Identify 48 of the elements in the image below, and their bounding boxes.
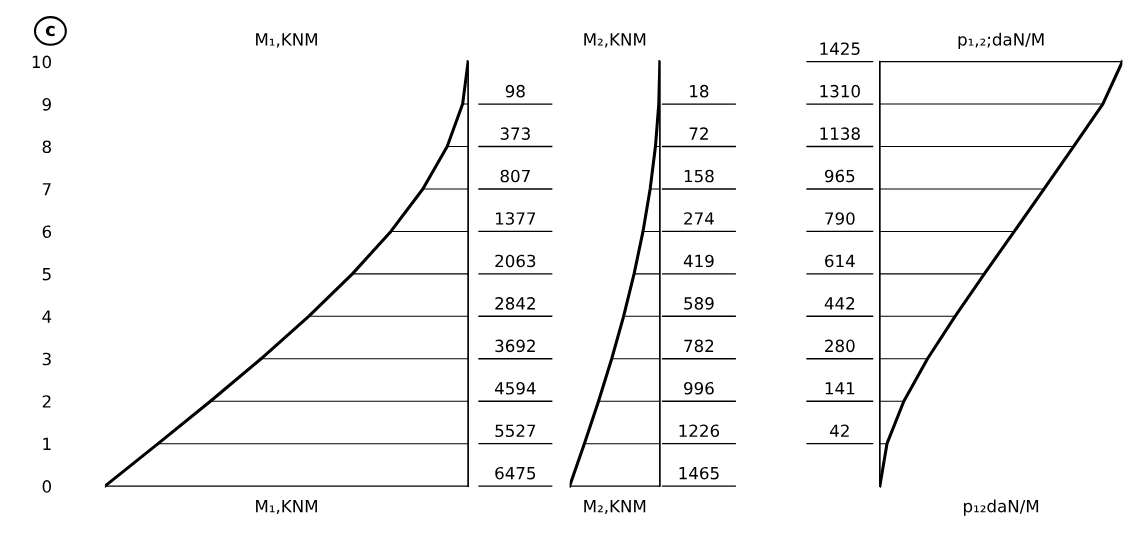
data-label: 1465	[679, 466, 719, 480]
x-axis-title: M₂,KNM	[584, 500, 646, 515]
data-label: 614	[825, 254, 855, 268]
y-tick-label: 8	[42, 140, 51, 154]
y-tick-label: 3	[42, 352, 51, 366]
data-label: 1138	[820, 127, 860, 140]
data-label: 274	[684, 212, 714, 225]
x-axis-title: M₁,KNM	[256, 500, 317, 515]
data-label: 1226	[679, 424, 720, 438]
y-tick-label: 7	[42, 183, 51, 196]
y-tick-label: 4	[42, 310, 52, 323]
x-axis-title: p₁₂daN/M	[964, 499, 1039, 516]
data-label: 965	[824, 169, 855, 183]
data-label: 1310	[820, 84, 860, 98]
y-tick-label: 5	[42, 268, 51, 281]
data-label: 5527	[495, 424, 536, 438]
data-label: 373	[500, 127, 530, 140]
y-tick-label: 10	[32, 55, 52, 69]
data-label: 72	[689, 127, 708, 140]
data-label: 18	[690, 84, 709, 98]
data-label: 4594	[494, 381, 536, 395]
data-label: 141	[825, 382, 855, 395]
chart-title: p₁,₂;daN/M	[958, 32, 1044, 49]
data-label: 98	[505, 84, 525, 98]
y-tick-label: 0	[42, 480, 52, 493]
data-label: 3692	[495, 339, 535, 353]
data-label: 2063	[495, 254, 536, 268]
text: c	[45, 25, 55, 37]
y-tick-label: 2	[42, 395, 51, 408]
data-label: 782	[684, 339, 714, 353]
data-label: 442	[824, 297, 855, 310]
y-tick-label: 6	[42, 225, 52, 238]
data-label: 790	[825, 212, 855, 225]
data-label: 42	[830, 424, 849, 437]
y-tick-label: 1	[43, 437, 51, 450]
chart-title: M₁,KNM	[256, 33, 317, 48]
data-label: 589	[684, 297, 714, 310]
data-label: 996	[684, 381, 714, 395]
data-label: 280	[825, 339, 855, 353]
chart-title: M₂,KNM	[584, 33, 646, 48]
data-label: 1377	[495, 212, 536, 225]
y-tick-label: 9	[42, 98, 51, 111]
data-label: 158	[684, 169, 714, 183]
data-label: 1425	[820, 42, 860, 55]
data-label: 807	[500, 169, 530, 183]
data-label: 2842	[495, 297, 535, 310]
data-label: 419	[683, 254, 714, 268]
data-label: 6475	[495, 466, 536, 480]
